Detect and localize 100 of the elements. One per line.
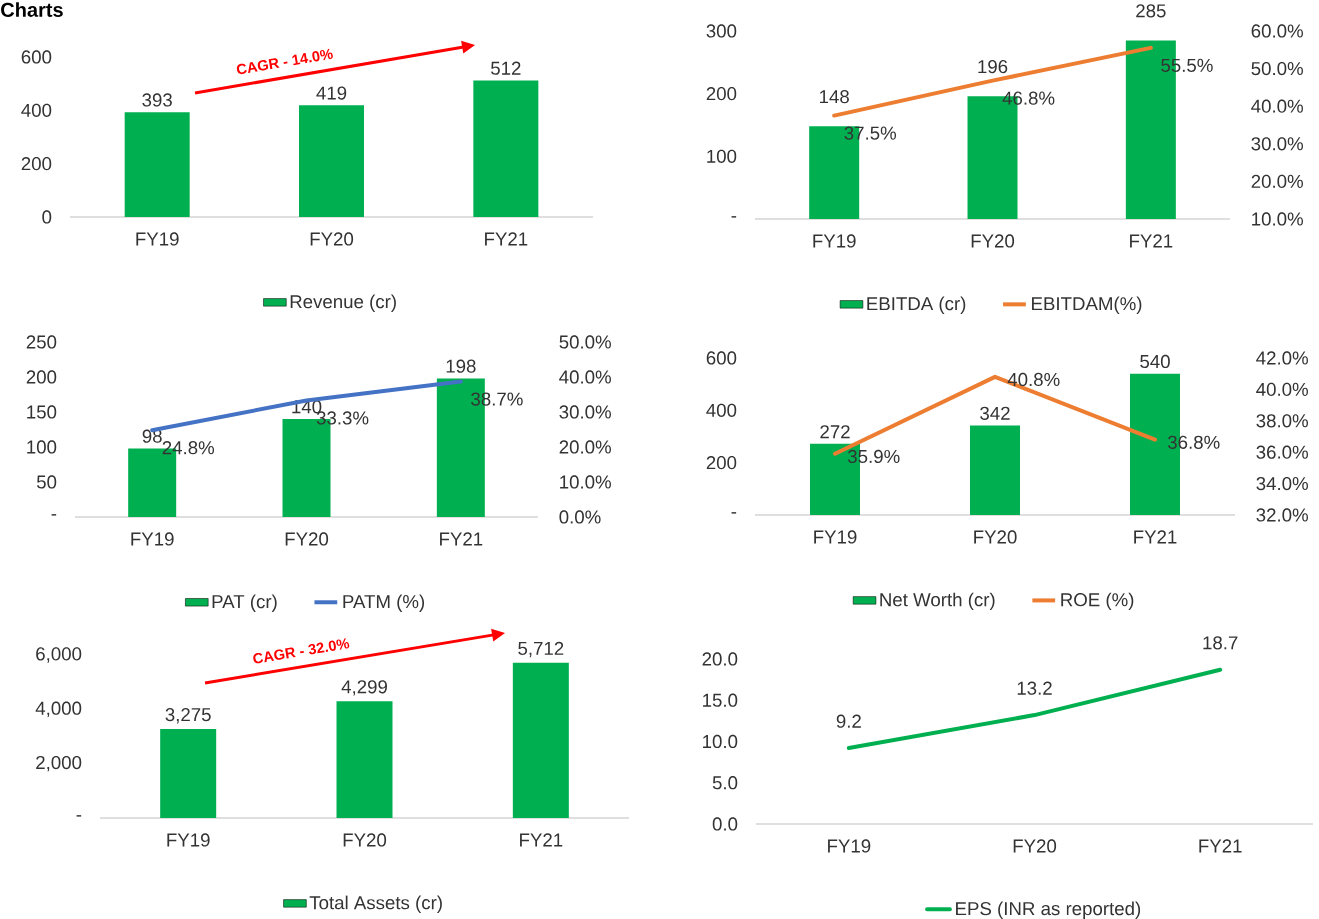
x-tick-label: FY21 <box>1134 530 1177 544</box>
y2-tick-label: 60.0% <box>1251 24 1303 38</box>
y-tick-label: 400 <box>706 403 737 417</box>
y-tick-label: 2,000 <box>36 755 82 772</box>
data-label: 272 <box>820 425 850 439</box>
y2-tick-label: 20.0% <box>1251 174 1303 188</box>
y-tick-label: 200 <box>706 87 737 101</box>
y2-tick-label: 40.0% <box>1256 382 1308 396</box>
bar <box>512 662 569 818</box>
y-tick-label: 200 <box>21 157 52 171</box>
x-tick-label: FY21 <box>1130 234 1173 248</box>
annotation: CAGR - 32.0% <box>253 638 350 664</box>
y-tick-label: - <box>51 514 57 516</box>
data-label: 198 <box>446 359 476 373</box>
x-tick-label: FY20 <box>343 833 387 847</box>
data-label: 285 <box>1136 4 1166 18</box>
data-label: 98 <box>142 429 162 443</box>
data-label: 419 <box>316 86 347 100</box>
x-tick-label: FY19 <box>814 530 857 544</box>
y-tick-label: - <box>76 815 82 817</box>
x-tick-label: FY21 <box>440 532 483 546</box>
legend-label: Total Assets (cr) <box>309 895 442 914</box>
data-label: 18.7 <box>1203 636 1238 650</box>
y-tick-label: 4,000 <box>35 701 82 718</box>
x-tick-label: FY19 <box>167 833 210 847</box>
y2-tick-label: 42.0% <box>1256 351 1308 365</box>
data-label: 40.8% <box>1007 372 1060 387</box>
y2-tick-label: 50.0% <box>559 335 611 349</box>
y2-tick-label: 36.0% <box>1256 445 1308 459</box>
data-label: 3,275 <box>165 707 211 724</box>
y-tick-label: 0 <box>42 210 52 224</box>
x-tick-label: FY19 <box>813 234 856 248</box>
legend-label: EPS (INR as reported) <box>956 901 1141 919</box>
y-tick-label: 600 <box>21 50 52 64</box>
y-tick-label: 600 <box>706 351 737 365</box>
data-label: 393 <box>142 93 172 107</box>
legend-label: PAT (cr) <box>212 594 277 612</box>
y-tick-label: 50 <box>36 475 57 489</box>
bar <box>299 105 365 217</box>
x-tick-label: FY19 <box>828 839 871 853</box>
data-label: 5,712 <box>518 641 564 658</box>
y-tick-label: 300 <box>706 24 737 38</box>
y-tick-label: 0.0 <box>712 817 738 831</box>
bar <box>970 425 1021 515</box>
x-tick-label: FY20 <box>310 232 354 246</box>
data-label: 148 <box>820 90 849 104</box>
y-tick-label: 150 <box>27 405 57 419</box>
bar <box>124 112 190 217</box>
x-tick-label: FY20 <box>971 234 1015 248</box>
data-label: 196 <box>978 60 1008 74</box>
data-label: 512 <box>491 61 521 75</box>
y-tick-label: 250 <box>26 335 57 349</box>
legend-label: PATM (%) <box>343 594 425 612</box>
y-tick-label: 100 <box>27 440 57 454</box>
y2-tick-label: 40.0% <box>559 370 611 384</box>
data-label: 46.8% <box>1002 91 1055 105</box>
y-tick-label: 100 <box>707 149 737 163</box>
y-tick-label: 10.0 <box>703 734 738 749</box>
legend-label: ROE (%) <box>1061 592 1134 611</box>
data-label: 4,299 <box>341 680 387 696</box>
y2-tick-label: 34.0% <box>1256 476 1308 491</box>
y2-tick-label: 20.0% <box>559 440 611 454</box>
x-tick-label: FY19 <box>136 232 179 246</box>
x-tick-label: FY20 <box>974 530 1017 544</box>
data-label: 24.8% <box>162 441 215 455</box>
bar <box>336 701 393 818</box>
y2-tick-label: 50.0% <box>1251 61 1303 76</box>
annotation: CAGR - 14.0% <box>236 48 333 75</box>
y-tick-label: - <box>731 216 737 218</box>
legend-label: Revenue (cr) <box>290 294 396 312</box>
data-label: 540 <box>1140 354 1170 369</box>
bar <box>473 80 539 217</box>
bar <box>160 729 217 818</box>
x-tick-label: FY20 <box>1013 839 1057 853</box>
y2-tick-label: 10.0% <box>560 475 611 489</box>
y2-tick-label: 40.0% <box>1251 99 1303 113</box>
y2-tick-label: 30.0% <box>1251 137 1303 151</box>
y-tick-label: - <box>731 512 737 514</box>
legend-label: EBITDA (cr) <box>867 296 966 314</box>
legend-label: EBITDAM(%) <box>1032 296 1142 314</box>
y-tick-label: 200 <box>26 370 57 384</box>
data-label: 9.2 <box>836 714 861 728</box>
chart-title: Charts <box>1 2 63 17</box>
y2-tick-label: 10.0% <box>1252 212 1303 226</box>
x-tick-label: FY21 <box>520 833 563 847</box>
x-tick-label: FY20 <box>285 532 329 546</box>
y-tick-label: 5.0 <box>712 776 738 790</box>
x-tick-label: FY21 <box>485 232 528 246</box>
data-label: 13.2 <box>1017 681 1052 695</box>
y2-tick-label: 38.0% <box>1256 414 1308 428</box>
y-tick-label: 400 <box>21 103 52 117</box>
y-tick-label: 15.0 <box>703 693 738 707</box>
y-tick-label: 20.0 <box>702 652 738 666</box>
x-tick-label: FY21 <box>1199 839 1242 853</box>
legend-label: Net Worth (cr) <box>880 592 995 611</box>
y2-tick-label: 0.0% <box>559 510 601 524</box>
y-tick-label: 6,000 <box>36 647 82 663</box>
y2-tick-label: 30.0% <box>559 405 611 419</box>
data-label: 342 <box>980 406 1010 420</box>
y2-tick-label: 32.0% <box>1256 508 1308 522</box>
